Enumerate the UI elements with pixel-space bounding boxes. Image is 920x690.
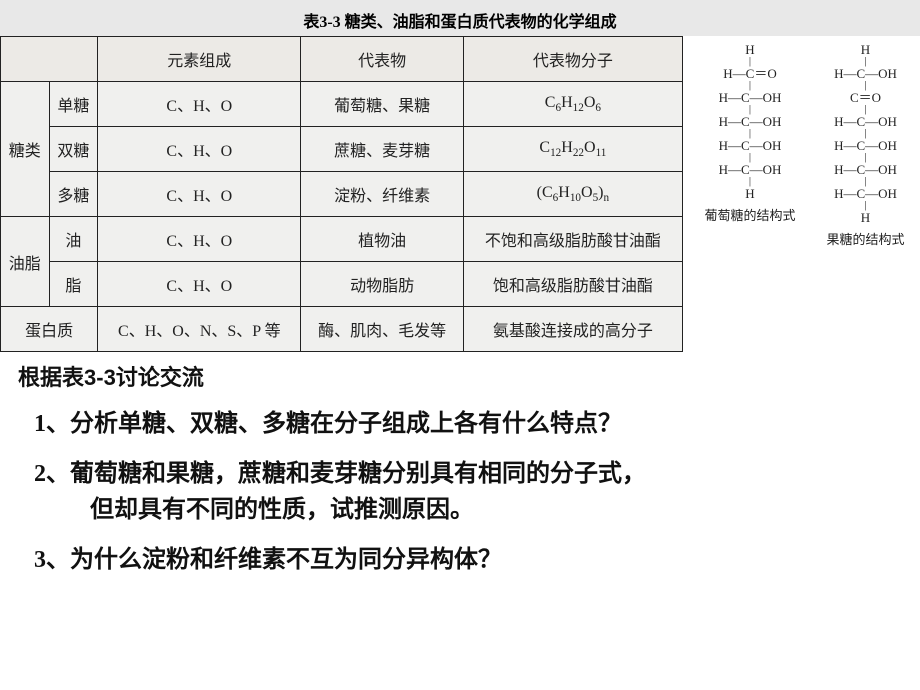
struct-line: H — [861, 210, 870, 226]
header-formula: 代表物分子 — [463, 37, 682, 82]
glucose-label: 葡萄糖的结构式 — [704, 208, 795, 224]
struct-line: | — [749, 178, 751, 186]
header-blank — [1, 37, 98, 82]
fructose-structure: H | H—C—OH | C＝O | H—C—OH | H—C—OH | H—C… — [826, 42, 904, 248]
question-1: 1、分析单糖、双糖、多糖在分子组成上各有什么特点？ — [34, 406, 902, 442]
cell-formula: (C6H10O5)n — [463, 172, 682, 217]
table-caption: 表3-3 糖类、油脂和蛋白质代表物的化学组成 — [0, 0, 920, 36]
title-suffix: 讨论交流 — [116, 365, 204, 390]
table-header-row: 元素组成 代表物 代表物分子 — [1, 37, 683, 82]
table-row: 多糖 C、H、O 淀粉、纤维素 (C6H10O5)n — [1, 172, 683, 217]
cell-sub: 油 — [49, 217, 98, 262]
discussion-section: 根据表3-3讨论交流 1、分析单糖、双糖、多糖在分子组成上各有什么特点？ 2、葡… — [0, 352, 920, 602]
struct-line: | — [864, 82, 866, 90]
cell-elements: C、H、O — [98, 82, 301, 127]
discussion-title: 根据表3-3讨论交流 — [18, 360, 902, 392]
cell-rep: 蔗糖、麦芽糖 — [301, 127, 463, 172]
struct-line: | — [749, 154, 751, 162]
struct-line: | — [864, 130, 866, 138]
fructose-label: 果糖的结构式 — [826, 232, 904, 248]
header-rep: 代表物 — [301, 37, 463, 82]
struct-line: | — [864, 178, 866, 186]
cell-rep: 淀粉、纤维素 — [301, 172, 463, 217]
cell-formula: C12H22O11 — [463, 127, 682, 172]
question-number: 3、 — [34, 547, 70, 573]
cell-sub: 双糖 — [49, 127, 98, 172]
title-prefix: 根据表 — [18, 365, 84, 390]
table-row: 双糖 C、H、O 蔗糖、麦芽糖 C12H22O11 — [1, 127, 683, 172]
cell-rep: 酶、肌肉、毛发等 — [301, 307, 463, 352]
table-row: 蛋白质 C、H、O、N、S、P 等 酶、肌肉、毛发等 氨基酸连接成的高分子 — [1, 307, 683, 352]
cell-formula: C6H12O6 — [463, 82, 682, 127]
question-number: 1、 — [34, 411, 70, 437]
question-2-cont: 但却具有不同的性质，试推测原因。 — [34, 492, 902, 528]
cell-formula: 不饱和高级脂肪酸甘油酯 — [463, 217, 682, 262]
table-row: 脂 C、H、O 动物脂肪 饱和高级脂肪酸甘油酯 — [1, 262, 683, 307]
cell-formula: 氨基酸连接成的高分子 — [463, 307, 682, 352]
composition-table: 元素组成 代表物 代表物分子 糖类 单糖 C、H、O 葡萄糖、果糖 C6H12O… — [0, 36, 683, 352]
page: 表3-3 糖类、油脂和蛋白质代表物的化学组成 元素组成 代表物 代表物分子 糖类… — [0, 0, 920, 690]
cell-rep: 植物油 — [301, 217, 463, 262]
cell-rep: 葡萄糖、果糖 — [301, 82, 463, 127]
cell-sub: 单糖 — [49, 82, 98, 127]
struct-line: | — [864, 58, 866, 66]
struct-line: | — [864, 202, 866, 210]
group-fat: 油脂 — [1, 217, 50, 307]
glucose-structure: H | H—C＝O | H—C—OH | H—C—OH | H—C—OH | H… — [704, 42, 795, 248]
title-num: 3-3 — [84, 365, 116, 390]
question-3: 3、为什么淀粉和纤维素不互为同分异构体？ — [34, 542, 902, 578]
cell-elements: C、H、O — [98, 127, 301, 172]
cell-sub: 脂 — [49, 262, 98, 307]
question-text: 葡萄糖和果糖，蔗糖和麦芽糖分别具有相同的分子式， — [70, 461, 646, 487]
group-protein: 蛋白质 — [1, 307, 98, 352]
cell-elements: C、H、O、N、S、P 等 — [98, 307, 301, 352]
struct-line: | — [864, 106, 866, 114]
struct-line: | — [749, 106, 751, 114]
cell-sub: 多糖 — [49, 172, 98, 217]
struct-line: H — [745, 186, 754, 202]
structure-formulas: H | H—C＝O | H—C—OH | H—C—OH | H—C—OH | H… — [683, 36, 920, 248]
question-number: 2、 — [34, 461, 70, 487]
cell-formula: 饱和高级脂肪酸甘油酯 — [463, 262, 682, 307]
cell-elements: C、H、O — [98, 172, 301, 217]
cell-elements: C、H、O — [98, 262, 301, 307]
question-2: 2、葡萄糖和果糖，蔗糖和麦芽糖分别具有相同的分子式， 但却具有不同的性质，试推测… — [34, 456, 902, 528]
table-row: 糖类 单糖 C、H、O 葡萄糖、果糖 C6H12O6 — [1, 82, 683, 127]
group-sugar: 糖类 — [1, 82, 50, 217]
table-row: 油脂 油 C、H、O 植物油 不饱和高级脂肪酸甘油酯 — [1, 217, 683, 262]
top-content: 元素组成 代表物 代表物分子 糖类 单糖 C、H、O 葡萄糖、果糖 C6H12O… — [0, 36, 920, 352]
struct-line: | — [749, 58, 751, 66]
question-text: 为什么淀粉和纤维素不互为同分异构体？ — [70, 547, 502, 573]
question-text: 分析单糖、双糖、多糖在分子组成上各有什么特点？ — [70, 411, 622, 437]
struct-line: | — [749, 82, 751, 90]
header-elements: 元素组成 — [98, 37, 301, 82]
struct-line: | — [864, 154, 866, 162]
cell-elements: C、H、O — [98, 217, 301, 262]
struct-line: | — [749, 130, 751, 138]
cell-rep: 动物脂肪 — [301, 262, 463, 307]
